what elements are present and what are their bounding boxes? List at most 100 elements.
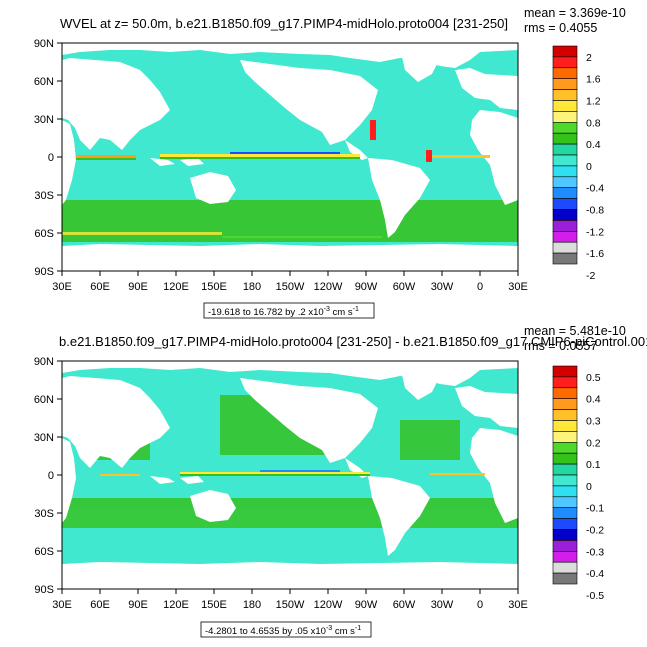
- panel-bottom-rms: rms = 0.0557: [524, 339, 597, 353]
- y-tick-label: 60N: [34, 76, 54, 88]
- colorbar-swatch: [552, 550, 578, 563]
- colorbar-label: 0.8: [586, 117, 601, 129]
- y-tick-label: 90S: [34, 584, 54, 596]
- colorbar-swatch: [552, 209, 578, 221]
- colorbar-swatch: [552, 540, 578, 552]
- range-unit-top: cm s: [330, 307, 353, 318]
- range-text-top: -19.618 to 16.782 by .2 x10: [208, 307, 324, 318]
- southern-band-top: [62, 200, 518, 242]
- colorbar-swatch: [552, 376, 578, 389]
- colorbar-label: -2: [586, 270, 595, 282]
- x-ticks-top: 30E 60E 90E 120E 150E 180 150W 120W 90W 60W 30W 0 30…: [52, 271, 528, 293]
- colorbar-swatch: [552, 529, 578, 541]
- range-unit-exp-top: -1: [353, 306, 359, 313]
- svg-text:-4.2801 to 4.6535 by .05 x10-3: -4.2801 to 4.6535 by .05 x10-3 cm s-1: [205, 625, 361, 637]
- x-tick-label: 180: [243, 281, 261, 293]
- colorbar-swatch: [552, 365, 578, 378]
- colorbar-label: -1.6: [586, 248, 604, 260]
- colorbar-label: 0.3: [586, 416, 601, 428]
- panel-top-rms: rms = 0.4055: [524, 21, 597, 35]
- colorbar-swatch: [552, 252, 578, 265]
- y-tick-label: 0: [48, 152, 54, 164]
- map-top: [62, 43, 518, 271]
- colorbar-label: 0.5: [586, 372, 601, 384]
- x-tick-label: 90W: [355, 599, 378, 611]
- colorbar-swatch: [552, 122, 578, 134]
- colorbar-label: 0.4: [586, 139, 601, 151]
- y-tick-label: 30S: [34, 190, 54, 202]
- y-tick-label: 60S: [34, 228, 54, 240]
- colorbar-label: 0: [586, 161, 592, 173]
- range-exp-top: -3: [324, 306, 330, 313]
- colorbar-swatch: [552, 463, 578, 476]
- x-tick-label: 180: [243, 599, 261, 611]
- range-box-top: -19.618 to 16.782 by .2 x10-3 cm s-1: [203, 302, 375, 319]
- y-tick-label: 90N: [34, 356, 54, 368]
- range-exp-bottom: -3: [326, 625, 332, 632]
- colorbar-label: 0.2: [586, 437, 601, 449]
- x-tick-label: 60W: [393, 281, 416, 293]
- y-tick-label: 90S: [34, 266, 54, 278]
- y-tick-label: 30N: [34, 114, 54, 126]
- y-ticks-top: 90N 60N 30N 0 30S 60S 90S: [34, 38, 62, 278]
- colorbar-swatch: [552, 56, 578, 69]
- colorbar-label: -0.2: [586, 525, 604, 537]
- colorbar-label: 1.6: [586, 74, 601, 86]
- x-tick-label: 120E: [163, 281, 189, 293]
- colorbar-swatch: [552, 198, 578, 210]
- colorbar-label: -0.4: [586, 568, 604, 580]
- colorbar-swatch: [552, 67, 578, 80]
- colorbar-label: -1.2: [586, 226, 604, 238]
- colorbar-swatch: [552, 420, 578, 432]
- x-tick-label: 30W: [431, 599, 454, 611]
- colorbar-label: -0.5: [586, 590, 604, 602]
- colorbar-swatch: [552, 409, 578, 421]
- x-tick-label: 60E: [90, 281, 110, 293]
- colorbar-swatch: [552, 485, 578, 498]
- y-tick-label: 30S: [34, 508, 54, 520]
- x-tick-label: 30W: [431, 281, 454, 293]
- colorbar-swatch: [552, 507, 578, 519]
- x-tick-label: 90W: [355, 281, 378, 293]
- colorbar-label: -0.4: [586, 183, 604, 195]
- colorbar-label: 0.1: [586, 459, 601, 471]
- colorbar-swatch: [552, 241, 578, 254]
- colorbar-swatch: [552, 100, 578, 112]
- y-tick-label: 60S: [34, 546, 54, 558]
- x-tick-label: 30E: [508, 281, 528, 293]
- colorbar-swatch: [552, 398, 578, 410]
- colorbar-swatch: [552, 431, 578, 443]
- x-tick-label: 120E: [163, 599, 189, 611]
- colorbar-swatch: [552, 441, 578, 454]
- panel-bottom: b.e21.B1850.f09_g17.PIMP4-midHolo.proto0…: [34, 324, 647, 638]
- equator-features-bottom: [100, 470, 485, 476]
- colorbar-swatch: [552, 78, 578, 90]
- range-text-bottom: -4.2801 to 4.6535 by .05 x10: [205, 626, 326, 637]
- colorbar-swatch: [552, 220, 578, 232]
- colorbar-swatch: [552, 154, 578, 167]
- colorbar-swatch: [552, 387, 578, 399]
- colorbar-swatch: [552, 572, 578, 585]
- colorbar-label: -0.3: [586, 546, 604, 558]
- colorbar-bottom: 0.5 0.4 0.3 0.2 0.1 0 -0.1 -0.2 -0.3 -0.4 -0.5: [552, 365, 604, 602]
- x-tick-label: 150W: [276, 281, 305, 293]
- x-tick-label: 120W: [314, 281, 343, 293]
- panel-bottom-title: b.e21.B1850.f09_g17.PIMP4-midHolo.proto0…: [59, 334, 647, 349]
- colorbar-swatch: [552, 452, 578, 465]
- y-ticks-bottom: 90N 60N 30N 0 30S 60S 90S: [34, 356, 62, 596]
- map-bottom: [62, 361, 518, 589]
- colorbar-swatch: [552, 187, 578, 199]
- equator-features-top: [62, 120, 490, 238]
- colorbar-label: 0.4: [586, 394, 601, 406]
- x-tick-label: 0: [477, 281, 483, 293]
- range-unit-bottom: cm s: [332, 626, 355, 637]
- x-ticks-bottom: 30E 60E 90E 120E 150E 180 150W 120W 90W 60W 30W 0 30…: [52, 589, 528, 611]
- colorbar-label: 0: [586, 481, 592, 493]
- colorbar-swatch: [552, 518, 578, 530]
- colorbar-swatch: [552, 132, 578, 145]
- land-bottom: [62, 361, 518, 589]
- y-tick-label: 0: [48, 470, 54, 482]
- x-tick-label: 150E: [201, 281, 227, 293]
- colorbar-label: -0.1: [586, 503, 604, 515]
